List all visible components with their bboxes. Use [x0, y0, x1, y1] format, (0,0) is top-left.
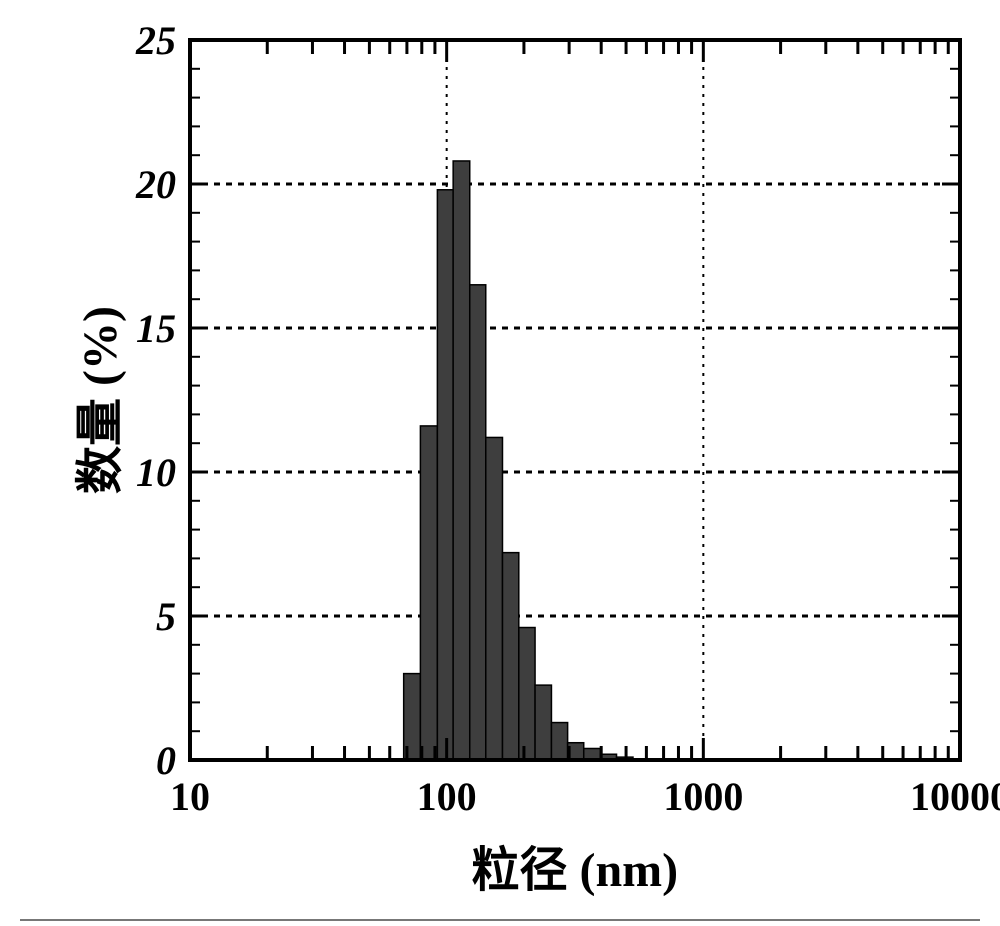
y-tick-label: 25	[135, 18, 176, 63]
x-tick-label: 10	[170, 774, 210, 819]
y-tick-label: 5	[156, 594, 176, 639]
y-tick-label: 20	[135, 162, 176, 207]
chart-svg: 10 100 1000 10000 0 5 10 15 20 25	[0, 0, 1000, 926]
y-tick-label: 0	[156, 738, 176, 783]
y-axis-label: 数量 (%)	[60, 306, 130, 494]
histogram-chart: 10 100 1000 10000 0 5 10 15 20 25 数量 (%) 粒径 (nm)	[0, 0, 1000, 926]
x-tick-label: 100	[417, 774, 477, 819]
x-tick-label: 10000	[910, 774, 1000, 819]
x-tick-label: 1000	[663, 774, 743, 819]
y-tick-label: 10	[136, 450, 176, 495]
x-axis-label: 粒径 (nm)	[472, 830, 679, 900]
y-tick-label: 15	[136, 306, 176, 351]
